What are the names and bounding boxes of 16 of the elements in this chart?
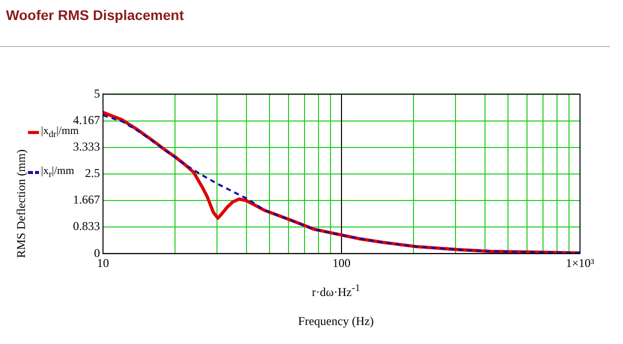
y-tick-label: 2.5	[85, 166, 100, 180]
x-axis-title: Frequency (Hz)	[297, 314, 375, 329]
y-tick-label: 4.167	[73, 112, 100, 127]
chart-title: Woofer RMS Displacement	[6, 7, 184, 23]
y-tick-label: 3.333	[73, 140, 100, 154]
x-tick-label: 10	[97, 256, 109, 270]
legend-label: |x$_{dr}$|/mm	[41, 125, 79, 140]
text: r·dω·Hz$^{-1}$	[310, 283, 362, 300]
x-tick-label: 1×10³	[566, 256, 595, 270]
x-tick-label: 100	[332, 256, 350, 270]
y-tick-label: 5	[94, 86, 100, 100]
y-axis-title: RMS Deflection (mm)	[14, 149, 29, 258]
y-tick-label: 0.833	[73, 219, 100, 234]
y-tick-label: 0	[94, 246, 100, 260]
y-tick-label: 1.667	[73, 192, 100, 207]
legend-label: |x$_{r}$|/mm	[41, 165, 74, 180]
